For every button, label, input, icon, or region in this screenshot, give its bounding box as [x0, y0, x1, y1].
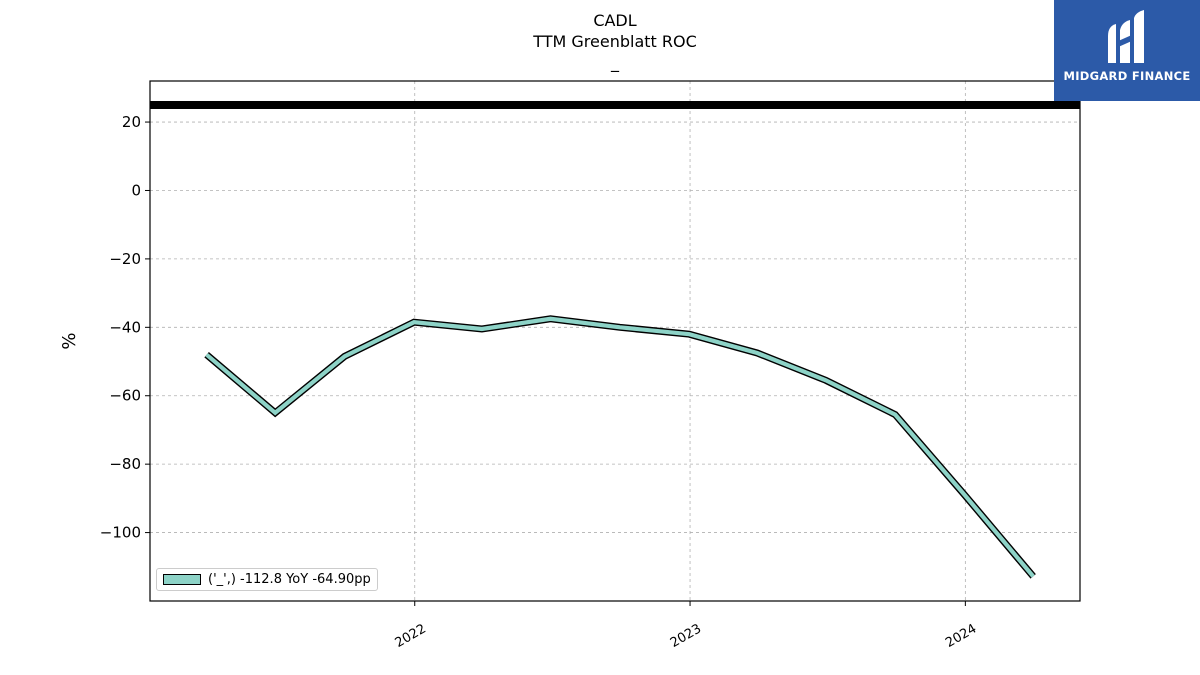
logo-text: MIDGARD FINANCE — [1063, 69, 1191, 83]
x-tick-label: 2022 — [393, 621, 429, 651]
plot-frame — [149, 80, 1081, 602]
y-tick-label: −40 — [109, 318, 141, 336]
y-axis-label: % — [59, 332, 80, 349]
chart-title-metric: TTM Greenblatt ROC — [533, 32, 697, 51]
brand-logo: MIDGARD FINANCE — [1054, 0, 1200, 101]
midgard-logo-icon — [1108, 10, 1144, 63]
chart-title-ticker: CADL — [593, 11, 637, 30]
y-tick-label: 0 — [131, 181, 141, 199]
x-tick-label: 2023 — [668, 621, 704, 651]
y-tick-label: −60 — [109, 387, 141, 405]
series-line — [205, 316, 1035, 578]
legend-swatch — [163, 574, 201, 585]
series-line-outline — [204, 315, 1036, 579]
chart-title-block: CADL TTM Greenblatt ROC _ — [0, 10, 1200, 73]
chart-title-subtitle: _ — [611, 53, 619, 72]
y-tick-label: −100 — [100, 524, 141, 542]
chart-legend: ('_',) -112.8 YoY -64.90pp — [156, 568, 378, 591]
legend-label: ('_',) -112.8 YoY -64.90pp — [208, 572, 371, 587]
y-tick-label: −20 — [109, 250, 141, 268]
y-tick-label: 20 — [122, 113, 141, 131]
y-tick-label: −80 — [109, 455, 141, 473]
x-tick-label: 2024 — [943, 621, 979, 651]
